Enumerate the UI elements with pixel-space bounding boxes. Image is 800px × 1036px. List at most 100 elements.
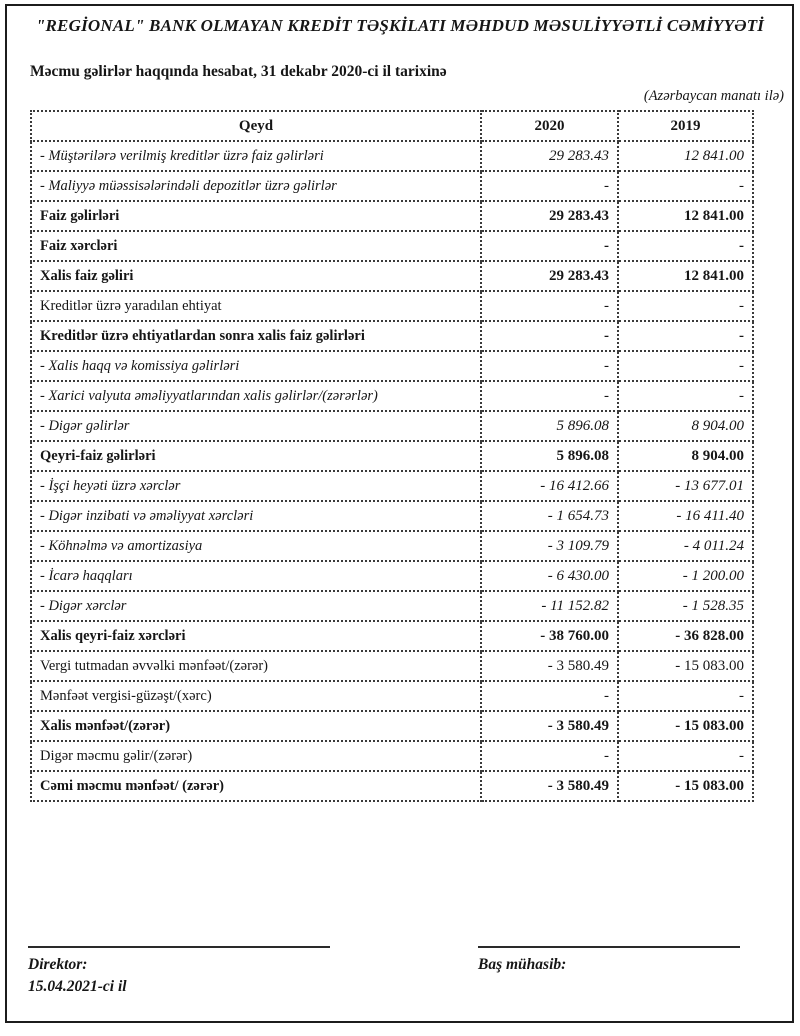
value-2019: - [617,170,754,202]
row-label: Faiz gəlirləri [30,200,482,232]
table-row: Faiz xərcləri - - [30,230,754,262]
row-label: Kreditlər üzrə ehtiyatlardan sonra xalis… [30,320,482,352]
value-2019: - [617,290,754,322]
value-2020: - 11 152.82 [480,590,619,622]
row-label: Faiz xərcləri [30,230,482,262]
value-2020: - [480,740,619,772]
table-row: - Digər inzibati və əməliyyat xərcləri - … [30,500,754,532]
value-2020: - [480,380,619,412]
table-header-row: Qeyd 2020 2019 [30,110,754,142]
value-2020: - 3 580.49 [480,650,619,682]
value-2019: 12 841.00 [617,200,754,232]
row-label: Digər məcmu gəlir/(zərər) [30,740,482,772]
chief-accountant-signature-block: Baş mühasib: [478,946,740,976]
column-header-2019: 2019 [617,110,754,142]
row-label: Xalis qeyri-faiz xərcləri [30,620,482,652]
table-row: - Digər xərclər - 11 152.82- 1 528.35 [30,590,754,622]
table-body: - Müştərilərə verilmiş kreditlər üzrə fa… [30,140,754,802]
table-row: Xalis qeyri-faiz xərcləri - 38 760.00- 36… [30,620,754,652]
table-row: - Köhnəlmə və amortizasiya - 3 109.79- 4 … [30,530,754,562]
row-label: - Xalis haqq və komissiya gəlirləri [30,350,482,382]
value-2020: - 3 580.49 [480,710,619,742]
table-row: Kreditlər üzrə yaradılan ehtiyat - - [30,290,754,322]
value-2020: - 3 109.79 [480,530,619,562]
value-2020: - 16 412.66 [480,470,619,502]
table-row: Xalis faiz gəliri 29 283.43 12 841.00 [30,260,754,292]
value-2020: - 38 760.00 [480,620,619,652]
table-row: - Müştərilərə verilmiş kreditlər üzrə fa… [30,140,754,172]
row-label: Vergi tutmadan əvvəlki mənfəət/(zərər) [30,650,482,682]
row-label: - Digər xərclər [30,590,482,622]
value-2019: - 15 083.00 [617,650,754,682]
value-2019: - 15 083.00 [617,710,754,742]
row-label: Kreditlər üzrə yaradılan ehtiyat [30,290,482,322]
value-2019: - 1 200.00 [617,560,754,592]
report-subtitle: Məcmu gəlirlər haqqında hesabat, 31 deka… [30,63,447,80]
director-label: Direktor: [28,956,88,973]
company-title: "REGİONAL" BANK OLMAYAN KREDİT TƏŞKİLATI… [35,16,765,35]
table-row: Digər məcmu gəlir/(zərər) - - [30,740,754,772]
column-header-qeyd: Qeyd [30,110,482,142]
value-2019: - 4 011.24 [617,530,754,562]
value-2020: - 3 580.49 [480,770,619,802]
table-row: - Maliyyə müəssisələrindəli depozitlər ü… [30,170,754,202]
value-2020: - [480,170,619,202]
table-row: - Digər gəlirlər 5 896.08 8 904.00 [30,410,754,442]
income-statement-table: Qeyd 2020 2019 - Müştərilərə verilmiş kr… [30,110,754,802]
row-label: - Müştərilərə verilmiş kreditlər üzrə fa… [30,140,482,172]
value-2019: 8 904.00 [617,440,754,472]
currency-note: (Azərbaycan manatı ilə) [643,88,784,104]
chief-accountant-signature-line [478,946,740,948]
row-label: - Digər inzibati və əməliyyat xərcləri [30,500,482,532]
value-2020: 29 283.43 [480,200,619,232]
row-label: - Digər gəlirlər [30,410,482,442]
value-2020: 5 896.08 [480,410,619,442]
value-2020: - [480,320,619,352]
row-label: Qeyri-faiz gəlirləri [30,440,482,472]
table-row: Kreditlər üzrə ehtiyatlardan sonra xalis… [30,320,754,352]
value-2019: - [617,320,754,352]
table-row: Cəmi məcmu mənfəət/ (zərər) - 3 580.49- 1… [30,770,754,802]
row-label: Cəmi məcmu mənfəət/ (zərər) [30,770,482,802]
value-2019: - [617,680,754,712]
report-date: 15.04.2021-ci il [28,978,127,996]
column-header-2020: 2020 [480,110,619,142]
value-2020: - [480,230,619,262]
value-2019: - [617,380,754,412]
table-row: Xalis mənfəət/(zərər) - 3 580.49- 15 083.… [30,710,754,742]
row-label: - İcarə haqqları [30,560,482,592]
row-label: Xalis mənfəət/(zərər) [30,710,482,742]
value-2019: - 16 411.40 [617,500,754,532]
row-label: - İşçi heyəti üzrə xərclər [30,470,482,502]
value-2020: - 1 654.73 [480,500,619,532]
row-label: Xalis faiz gəliri [30,260,482,292]
table-row: - Xarici valyuta əməliyyatlarından xalis… [30,380,754,412]
table-row: - İşçi heyəti üzrə xərclər - 16 412.66- 1… [30,470,754,502]
value-2020: - [480,290,619,322]
value-2020: 29 283.43 [480,140,619,172]
table-row: Qeyri-faiz gəlirləri 5 896.08 8 904.00 [30,440,754,472]
value-2019: 12 841.00 [617,140,754,172]
row-label: Mənfəət vergisi-güzəşt/(xərc) [30,680,482,712]
value-2019: - 1 528.35 [617,590,754,622]
table-row: Faiz gəlirləri 29 283.43 12 841.00 [30,200,754,232]
value-2020: 29 283.43 [480,260,619,292]
row-label: - Köhnəlmə və amortizasiya [30,530,482,562]
value-2020: - 6 430.00 [480,560,619,592]
value-2020: - [480,350,619,382]
value-2020: 5 896.08 [480,440,619,472]
value-2020: - [480,680,619,712]
table-row: Mənfəət vergisi-güzəşt/(xərc) - - [30,680,754,712]
value-2019: - [617,350,754,382]
value-2019: 8 904.00 [617,410,754,442]
value-2019: 12 841.00 [617,260,754,292]
value-2019: - [617,740,754,772]
value-2019: - 15 083.00 [617,770,754,802]
chief-accountant-label: Baş mühasib: [478,956,567,973]
row-label: - Xarici valyuta əməliyyatlarından xalis… [30,380,482,412]
row-label: - Maliyyə müəssisələrindəli depozitlər ü… [30,170,482,202]
value-2019: - 13 677.01 [617,470,754,502]
director-signature-line [28,946,330,948]
table-row: - İcarə haqqları - 6 430.00- 1 200.00 [30,560,754,592]
